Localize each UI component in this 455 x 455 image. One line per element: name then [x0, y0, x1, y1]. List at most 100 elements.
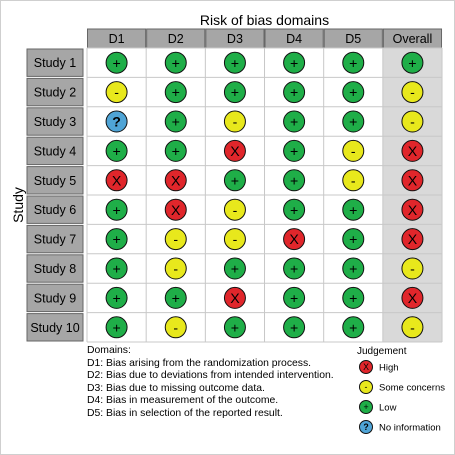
judgement-symbol: +	[231, 173, 239, 189]
judgement-symbol: -	[233, 232, 238, 248]
judgement-symbol: +	[290, 173, 298, 189]
judgement-some-icon: -	[164, 257, 187, 280]
domain-description: D2: Bias due to deviations from intended…	[87, 370, 334, 382]
column-header-d5: D5	[345, 32, 361, 46]
judgement-symbol: X	[408, 232, 418, 248]
judgement-low-icon: +	[283, 169, 306, 192]
judgement-symbol: +	[231, 56, 239, 72]
judgement-symbol: +	[172, 85, 180, 101]
judgement-symbol: X	[408, 144, 418, 160]
judgement-symbol: +	[172, 291, 180, 307]
judgement-symbol: +	[172, 115, 180, 131]
judgement-symbol: X	[408, 203, 418, 219]
judgement-high-icon: X	[401, 169, 424, 192]
judgement-symbol: -	[410, 85, 415, 101]
judgement-symbol: ?	[363, 422, 368, 432]
judgement-high-icon: X	[164, 169, 187, 192]
judgement-symbol: +	[363, 402, 368, 412]
judgement-symbol: +	[349, 320, 357, 336]
study-label: Study 8	[34, 262, 76, 276]
judgement-low-icon: +	[342, 110, 365, 133]
judgement-low-icon: +	[283, 316, 306, 339]
judgement-high-icon: X	[401, 139, 424, 162]
judgement-symbol: -	[173, 232, 178, 248]
judgement-legend: Judgement	[357, 346, 406, 357]
judgement-some-icon: -	[223, 228, 246, 251]
study-label: Study 2	[34, 86, 76, 100]
judgement-low-icon: +	[105, 139, 128, 162]
judgement-some-icon: -	[105, 81, 128, 104]
judgement-low-icon: +	[283, 139, 306, 162]
judgement-symbol: -	[410, 115, 415, 131]
judgement-low-icon: +	[342, 286, 365, 309]
study-label-cell	[26, 107, 84, 136]
judgement-label-noinfo: No information	[379, 423, 441, 434]
judgement-symbol: +	[290, 203, 298, 219]
domain-description: D3: Bias due to missing outcome data.	[87, 382, 265, 394]
judgement-symbol: +	[231, 320, 239, 336]
judgement-symbol: +	[408, 56, 416, 72]
judgement-symbol: +	[112, 203, 120, 219]
judgement-symbol: +	[290, 85, 298, 101]
judgement-high-icon: X	[401, 228, 424, 251]
judgement-low-icon: +	[342, 51, 365, 74]
judgement-symbol: -	[114, 85, 119, 101]
judgement-low-icon: +	[105, 198, 128, 221]
judgement-symbol: +	[290, 115, 298, 131]
judgement-symbol: X	[408, 173, 418, 189]
judgement-some-icon: -	[342, 139, 365, 162]
study-label-cell	[26, 136, 84, 166]
study-label: Study 6	[34, 203, 76, 217]
judgement-symbol: +	[112, 56, 120, 72]
judgement-symbol: +	[349, 291, 357, 307]
judgement-symbol: +	[112, 232, 120, 248]
judgement-low-icon: +	[342, 228, 365, 251]
study-label: Study 5	[34, 174, 76, 188]
judgement-low-icon: +	[283, 257, 306, 280]
study-label: Study 7	[34, 233, 76, 247]
judgement-symbol: -	[233, 115, 238, 131]
judgement-some-icon: -	[401, 257, 424, 280]
judgement-low-icon: +	[164, 51, 187, 74]
judgement-low-icon: +	[223, 257, 246, 280]
study-label-cell	[26, 254, 84, 283]
domain-description: D1: Bias arising from the randomization …	[87, 357, 312, 369]
domain-description: D5: Bias in selection of the reported re…	[87, 407, 283, 419]
judgement-noinfo-icon: ?	[359, 420, 373, 434]
column-header-overall: Overall	[393, 32, 433, 46]
judgement-symbol: X	[230, 291, 240, 307]
judgement-low-icon: +	[164, 110, 187, 133]
study-label: Study 3	[34, 115, 76, 129]
column-header-d1: D1	[109, 32, 125, 46]
judgement-symbol: -	[173, 320, 178, 336]
judgement-low-icon: +	[342, 257, 365, 280]
domain-description: D4: Bias in measurement of the outcome.	[87, 395, 279, 407]
judgement-low-icon: +	[342, 198, 365, 221]
judgement-low-icon: +	[164, 139, 187, 162]
judgement-symbol: +	[231, 262, 239, 278]
judgement-high-icon: X	[164, 198, 187, 221]
judgement-low-icon: +	[401, 51, 424, 74]
judgement-symbol: +	[112, 291, 120, 307]
judgement-high-icon: X	[359, 360, 373, 374]
judgement-low-icon: +	[283, 110, 306, 133]
judgement-low-icon: +	[223, 81, 246, 104]
judgement-symbol: -	[233, 203, 238, 219]
judgement-low-icon: +	[283, 286, 306, 309]
judgement-heading: Judgement	[357, 346, 407, 357]
judgement-symbol: +	[290, 262, 298, 278]
judgement-symbol: +	[112, 262, 120, 278]
judgement-symbol: X	[171, 203, 181, 219]
study-label-cell	[26, 166, 84, 195]
column-header-d3: D3	[227, 32, 243, 46]
judgement-symbol: X	[363, 362, 369, 372]
judgement-low-icon: +	[223, 316, 246, 339]
column-header-d2: D2	[168, 32, 184, 46]
judgement-symbol: +	[290, 291, 298, 307]
judgement-symbol: +	[290, 56, 298, 72]
judgement-some-icon: -	[401, 316, 424, 339]
judgement-symbol: +	[349, 115, 357, 131]
judgement-symbol: ?	[112, 115, 121, 131]
judgement-high-icon: X	[105, 169, 128, 192]
